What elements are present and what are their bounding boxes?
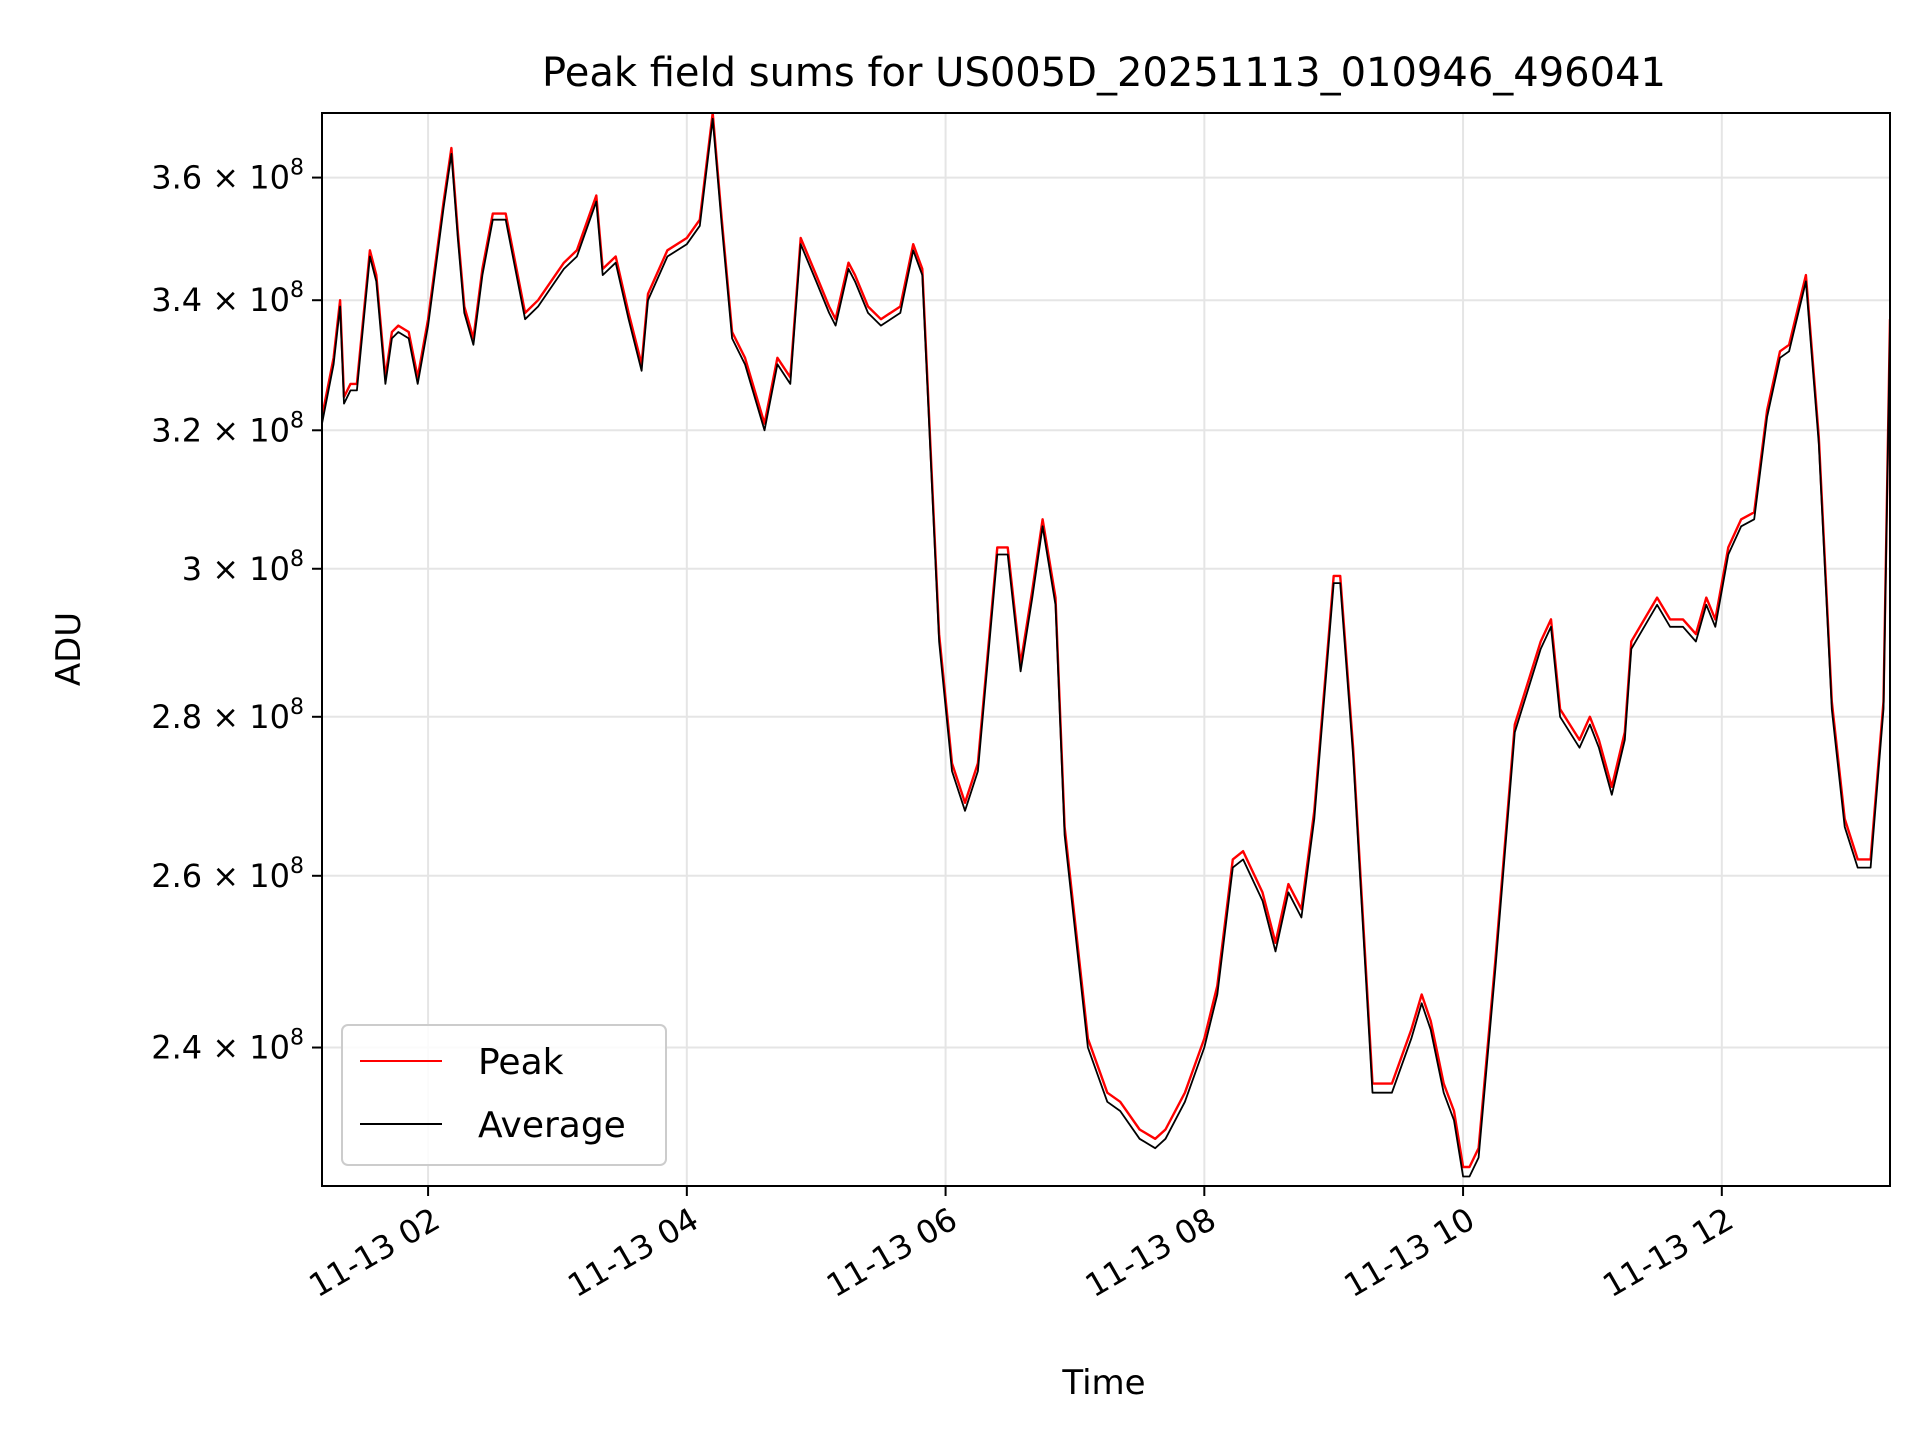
legend-label-peak: Peak [478,1042,564,1083]
y-tick-label: 3.2 × 108 [151,408,304,449]
y-tick-label: 3.6 × 108 [151,156,304,197]
y-tick-label: 2.4 × 108 [151,1026,304,1067]
x-axis-title: Time [1061,1363,1145,1403]
chart-title: Peak field sums for US005D_20251113_0109… [542,50,1666,96]
series-line-average [322,117,1890,1178]
y-tick-label: 3 × 108 [182,547,304,588]
y-axis-title: ADU [49,612,89,686]
y-tick-label: 2.8 × 108 [151,695,304,736]
y-axis-ticks: 2.4 × 108 2.6 × 108 2.8 × 108 3 × 108 3.2 × … [151,156,322,1067]
grid [322,113,1890,1186]
y-tick-label: 2.6 × 108 [151,854,304,895]
y-tick-label: 3.4 × 108 [151,278,304,319]
plot-frame [321,112,1891,1187]
legend-label-average: Average [478,1105,626,1146]
legend: Peak Average [341,1024,667,1166]
